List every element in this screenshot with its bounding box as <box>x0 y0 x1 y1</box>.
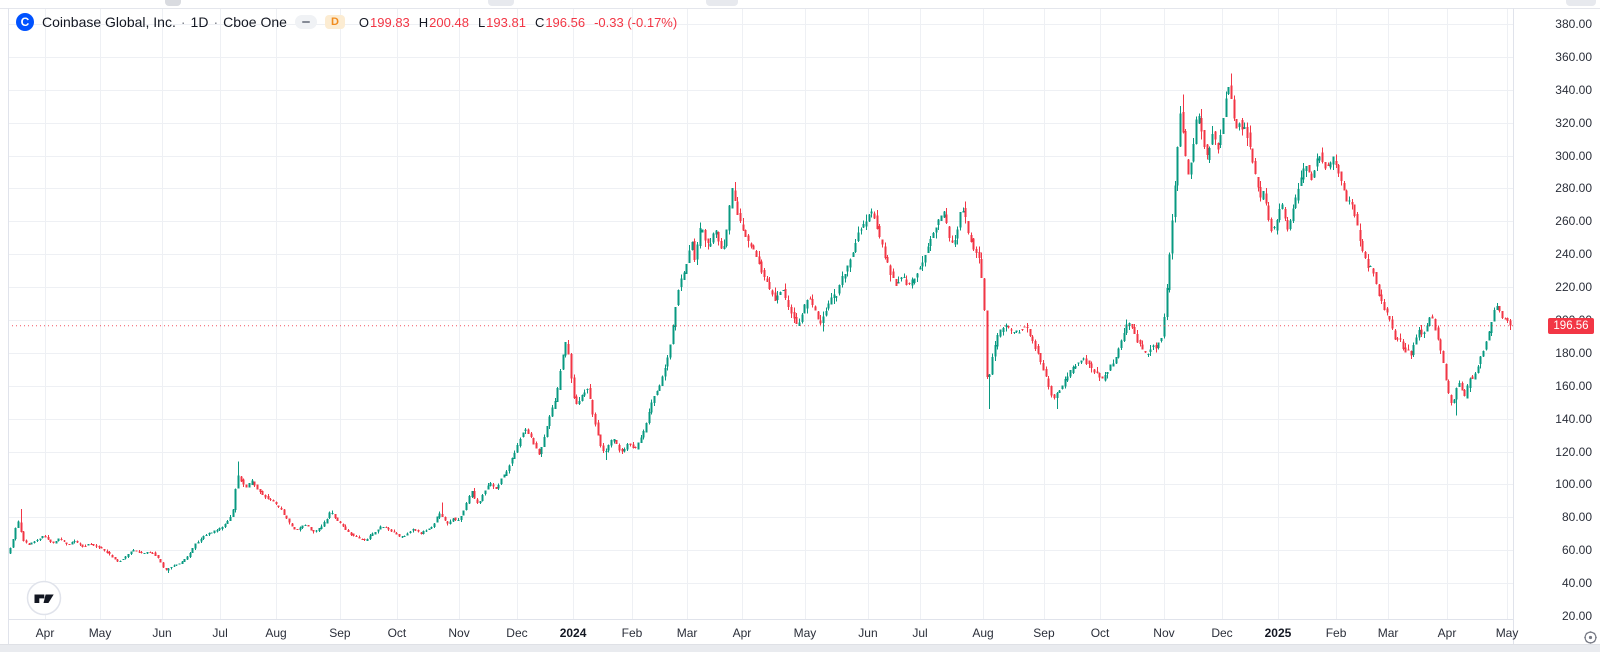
time-tick-label: Nov <box>448 626 470 640</box>
time-tick-label: Jul <box>912 626 928 640</box>
price-tick-label: 20.00 <box>1561 609 1592 623</box>
time-tick-label: 2025 <box>1264 626 1292 640</box>
time-tick-label: Oct <box>1090 626 1110 640</box>
price-tick-label: 380.00 <box>1555 17 1592 31</box>
price-tick-label: 280.00 <box>1555 181 1592 196</box>
delayed-data-badge[interactable]: D <box>324 15 345 29</box>
time-tick-label: May <box>1495 626 1519 640</box>
coinbase-logo-letter: C <box>20 15 30 29</box>
ohlc-change: -0.33 (-0.17%) <box>594 14 678 30</box>
time-tick-label: Mar <box>676 626 698 640</box>
time-tick-label: Dec <box>506 626 528 640</box>
price-tick-label: 40.00 <box>1561 576 1592 591</box>
price-tick-label: 140.00 <box>1555 411 1592 426</box>
ohlc-open: O199.83 <box>358 14 410 30</box>
price-tick-label: 80.00 <box>1561 510 1592 525</box>
time-tick-label: Apr <box>1437 626 1457 640</box>
time-tick-label: Aug <box>972 626 994 640</box>
price-tick-label: 160.00 <box>1555 378 1592 393</box>
time-tick-label: Jun <box>152 626 172 640</box>
time-tick-label: Dec <box>1211 626 1233 640</box>
price-tick-label: 120.00 <box>1555 444 1592 459</box>
time-tick-label: Apr <box>35 626 55 640</box>
cutoff-toolbar-button <box>1566 0 1596 6</box>
time-tick-label: Jun <box>858 626 878 640</box>
price-axis-border <box>1513 8 1514 644</box>
time-tick-label: Mar <box>1377 626 1399 640</box>
time-tick-label: Nov <box>1153 626 1175 640</box>
last-price-label: 196.56 <box>1548 317 1594 334</box>
ohlc-values: O199.83 H200.48 L193.81 C196.56 -0.33 (-… <box>359 15 677 30</box>
price-tick-label: 340.00 <box>1555 82 1592 97</box>
price-tick-label: 320.00 <box>1555 115 1592 130</box>
price-axis[interactable]: 380.00 360.00 340.00 320.00 300.00 280.00 260.… <box>1514 8 1600 644</box>
settings-gear-icon[interactable] <box>1582 629 1599 646</box>
cutoff-toolbar <box>0 0 1600 9</box>
window-bottom-strip <box>0 644 1600 652</box>
ohlc-high: H200.48 <box>418 14 469 30</box>
time-axis-border <box>8 619 1513 620</box>
tradingview-logo-icon[interactable] <box>26 580 62 616</box>
cutoff-toolbar-button <box>488 0 514 6</box>
time-tick-label: Feb <box>621 626 643 640</box>
time-axis[interactable]: Apr May Jun Jul Aug Sep Oct Nov Dec 2024 Feb Mar Apr… <box>8 620 1519 643</box>
time-tick-label: Jul <box>212 626 228 640</box>
cutoff-toolbar-button <box>706 0 738 6</box>
time-tick-label: 2024 <box>559 626 587 640</box>
legend-collapse-button[interactable] <box>294 15 317 29</box>
time-tick-label: May <box>793 626 817 640</box>
price-tick-label: 240.00 <box>1555 247 1592 262</box>
symbol-interval[interactable]: 1D <box>190 14 209 30</box>
price-tick-label: 60.00 <box>1561 543 1592 558</box>
symbol-legend: C Coinbase Global, Inc. · 1D · Cboe One … <box>16 11 677 33</box>
ohlc-close: C196.56 <box>534 14 586 30</box>
price-tick-label: 180.00 <box>1555 345 1592 360</box>
symbol-exchange[interactable]: Cboe One <box>223 14 287 30</box>
ohlc-low: L193.81 <box>477 14 526 30</box>
price-tick-label: 220.00 <box>1555 280 1592 295</box>
time-tick-label: Oct <box>387 626 407 640</box>
cutoff-toolbar-button <box>165 0 181 6</box>
time-tick-label: Feb <box>1325 626 1347 640</box>
symbol-title[interactable]: Coinbase Global, Inc. · 1D · Cboe One <box>42 14 287 30</box>
time-tick-label: May <box>88 626 112 640</box>
time-tick-label: Apr <box>732 626 752 640</box>
dash-icon <box>301 21 310 23</box>
title-separator: · <box>213 14 219 30</box>
time-tick-label: Sep <box>1033 626 1055 640</box>
coinbase-logo-icon: C <box>16 13 34 31</box>
time-tick-label: Sep <box>329 626 351 640</box>
panel-left-border <box>8 8 9 644</box>
price-tick-label: 100.00 <box>1555 477 1592 492</box>
symbol-name[interactable]: Coinbase Global, Inc. <box>42 14 176 30</box>
price-tick-label: 300.00 <box>1555 148 1592 163</box>
time-tick-label: Aug <box>265 626 287 640</box>
title-separator: · <box>180 14 186 30</box>
price-tick-label: 260.00 <box>1555 214 1592 229</box>
price-tick-label: 360.00 <box>1555 49 1592 64</box>
